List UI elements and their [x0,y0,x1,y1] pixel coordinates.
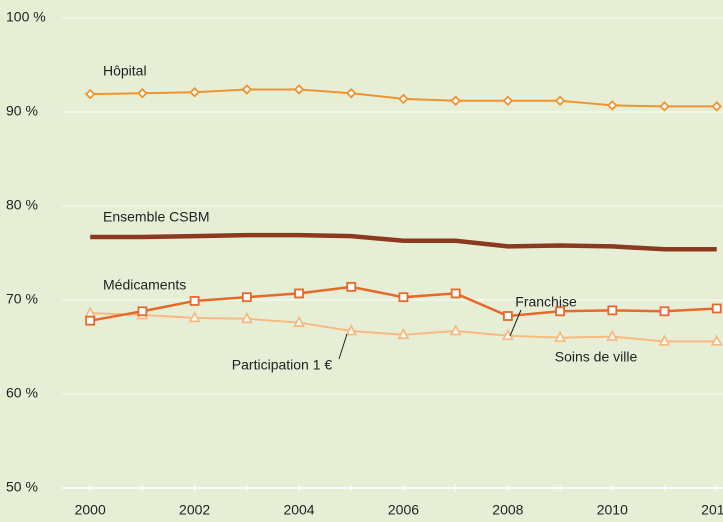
point [346,281,357,292]
point [710,334,723,346]
point [502,95,514,106]
y-tick-label: 80 % [6,197,38,213]
point [554,95,566,106]
point [241,84,253,95]
point [449,324,462,336]
y-tick-label: 60 % [6,385,38,401]
annotation-leader [338,333,348,360]
point [398,292,409,303]
series-label: Hôpital [103,63,147,79]
point [606,329,619,342]
point [450,288,461,299]
point [85,315,96,326]
point [502,311,513,321]
x-tick-label: 2008 [492,502,523,518]
point [607,305,618,316]
point [555,306,565,317]
point [189,86,200,98]
point [397,327,410,340]
point [84,88,96,100]
point [658,334,671,346]
point [293,84,305,95]
point [189,296,200,306]
point [294,288,304,299]
y-tick-label: 50 % [6,479,38,495]
point [450,95,461,106]
y-tick-label: 100 % [6,9,46,25]
point [137,306,148,317]
y-tick-label: 90 % [6,103,38,119]
x-tick-label: 2002 [179,502,210,518]
point [554,330,567,343]
x-tick-label: 2000 [75,502,106,518]
point [659,101,670,112]
annotation-leader [509,309,522,337]
point [345,87,357,99]
series-label: Ensemble CSBM [103,209,210,225]
series-label: Soins de ville [555,349,638,365]
point [711,303,722,314]
point [137,87,148,99]
point [711,101,723,112]
point [345,324,358,336]
point [241,292,252,303]
point [293,315,306,327]
point [188,310,201,323]
x-tick-label: 2006 [388,502,419,518]
series-line [90,232,717,252]
x-tick-label: 2010 [597,502,628,518]
series-label: Médicaments [103,277,186,293]
point [607,100,618,111]
point [240,311,253,324]
point [398,93,409,105]
x-tick-label: 2004 [283,502,314,518]
point [659,306,670,317]
annotation: Participation 1 € [232,357,333,373]
annotation: Franchise [515,294,577,310]
x-tick-label: 2012 [701,502,723,518]
y-tick-label: 70 % [6,291,38,307]
